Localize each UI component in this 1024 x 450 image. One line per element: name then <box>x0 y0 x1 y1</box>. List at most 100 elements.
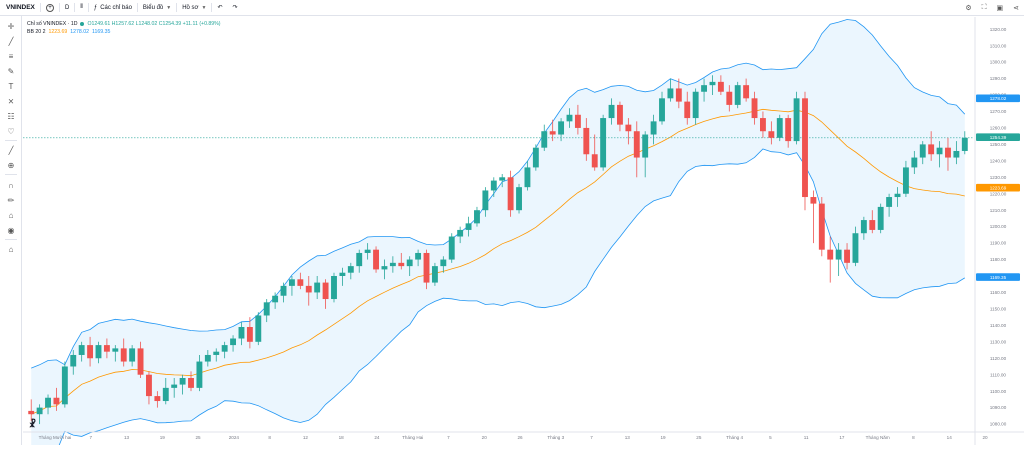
trend-line-icon[interactable]: ╱ <box>8 36 14 46</box>
candle-body <box>331 276 337 300</box>
price-axis-label: 1320.00 <box>990 27 1007 32</box>
interval-button[interactable]: D <box>65 4 70 11</box>
pencil-lock-icon[interactable]: ✏ <box>7 195 15 205</box>
price-axis-label: 1210.00 <box>990 208 1007 213</box>
symbol-search[interactable]: VNINDEX <box>6 4 35 11</box>
layout-button[interactable]: Hồ sơ ▼ <box>177 0 211 16</box>
lock-icon[interactable]: ⌂ <box>8 210 14 220</box>
toolbar-divider <box>211 3 213 12</box>
sidebar-divider <box>5 174 17 175</box>
zoom-in-icon[interactable]: ⊕ <box>7 160 15 170</box>
crosshair-icon[interactable]: ✛ <box>7 21 15 31</box>
candle-body <box>558 121 565 135</box>
magnet-icon[interactable]: ∩ <box>8 180 14 190</box>
candle-body <box>583 127 590 155</box>
candle-body <box>566 114 573 122</box>
candle-body <box>541 131 548 148</box>
candle-body <box>810 197 817 204</box>
time-axis-label: Tháng Hai <box>402 435 423 440</box>
price-tag <box>976 273 1020 281</box>
redo-icon: ↷ <box>232 5 238 11</box>
layout-label: Hồ sơ <box>182 4 199 11</box>
undo-button[interactable]: ↶ <box>212 0 227 16</box>
bar-style-button[interactable]: ⫴ <box>75 0 88 16</box>
candle-body <box>911 157 918 168</box>
price-axis-label: 1100.00 <box>990 389 1007 394</box>
fullscreen-button[interactable]: ⛶ <box>977 0 992 16</box>
candle-body <box>499 177 506 181</box>
candle-body <box>524 167 531 188</box>
bb-label: BB 20 2 <box>27 29 46 35</box>
candle-body <box>423 252 430 283</box>
candle-body <box>894 193 901 198</box>
time-axis-label: 5 <box>769 435 772 440</box>
candle-body <box>785 118 792 142</box>
projection-icon[interactable]: ☷ <box>7 111 15 121</box>
candle-body <box>162 387 169 402</box>
price-chart[interactable]: 1320.001310.001300.001290.001280.001270.… <box>23 17 1024 450</box>
time-axis-label: Tháng Mười hai <box>39 435 72 440</box>
sidebar-divider <box>5 140 17 141</box>
fib-icon[interactable]: ≡ <box>8 51 14 61</box>
candle-body <box>507 177 514 211</box>
chart-type-button[interactable]: Biểu đồ ▼ <box>138 0 176 16</box>
chart-pane[interactable]: 1320.001310.001300.001290.001280.001270.… <box>23 17 1024 450</box>
snapshot-button[interactable]: ▣ <box>992 0 1009 16</box>
toolbar-divider <box>176 3 178 12</box>
candle-body <box>591 154 598 168</box>
candle-body <box>717 81 724 92</box>
candle-body <box>415 252 422 260</box>
text-icon[interactable]: T <box>8 81 14 91</box>
candle-body <box>36 407 43 415</box>
candle-body <box>280 285 287 296</box>
candle-body <box>272 295 279 303</box>
candle-body <box>625 124 632 132</box>
toolbar-divider <box>136 3 138 12</box>
chart-legend: Chỉ số VNINDEX · 1D O1249.61 H1257.62 L1… <box>27 20 221 36</box>
candle-body <box>701 85 708 92</box>
candle-body <box>339 272 346 276</box>
top-toolbar: VNINDEX + D ⫴ ƒ Các chỉ báo Biểu đồ ▼ Hồ… <box>0 0 1024 16</box>
share-button[interactable]: ⋖ <box>1008 0 1024 16</box>
candle-body <box>322 282 329 300</box>
candle-body <box>457 229 464 237</box>
candle-body <box>70 354 77 367</box>
candle-body <box>482 190 489 211</box>
trash-icon[interactable]: ⌂ <box>8 244 14 254</box>
legend-symbol-title: Chỉ số VNINDEX · 1D <box>27 21 78 27</box>
time-axis-label: 17 <box>839 435 845 440</box>
candle-body <box>860 220 867 234</box>
time-axis-label: 19 <box>661 435 667 440</box>
brush-icon[interactable]: ✎ <box>7 66 15 76</box>
undo-icon: ↶ <box>217 5 223 11</box>
candle-body <box>617 104 623 125</box>
price-tag-label: 1223.69 <box>990 185 1007 190</box>
ruler-icon[interactable]: ╱ <box>8 145 14 155</box>
price-axis-label: 1190.00 <box>990 241 1007 246</box>
pattern-icon[interactable]: ⨯ <box>7 96 15 106</box>
heart-icon[interactable]: ♡ <box>7 126 15 136</box>
compare-symbol-button[interactable]: + <box>41 0 59 16</box>
indicators-button[interactable]: ƒ Các chỉ báo <box>89 0 137 16</box>
candle-body <box>171 384 178 388</box>
price-axis-label: 1080.00 <box>990 422 1007 427</box>
price-axis-label: 1300.00 <box>990 60 1007 65</box>
candle-body <box>532 147 539 168</box>
candle-body <box>743 85 750 99</box>
eye-icon[interactable]: ◉ <box>7 225 15 235</box>
redo-button[interactable]: ↷ <box>227 0 242 16</box>
settings-button[interactable]: ⚙ <box>960 0 976 16</box>
candles-icon: ⫴ <box>80 4 83 10</box>
candle-body <box>154 396 161 402</box>
toolbar-divider <box>74 3 76 12</box>
candle-body <box>919 144 926 158</box>
candle-body <box>364 249 371 253</box>
time-axis-label: 11 <box>804 435 809 440</box>
time-axis-label: 20 <box>482 435 488 440</box>
candle-body <box>516 187 522 211</box>
candle-body <box>852 233 859 263</box>
candle-body <box>902 167 909 194</box>
candle-body <box>692 91 699 119</box>
fullscreen-icon: ⛶ <box>981 4 987 11</box>
candle-body <box>28 410 35 415</box>
